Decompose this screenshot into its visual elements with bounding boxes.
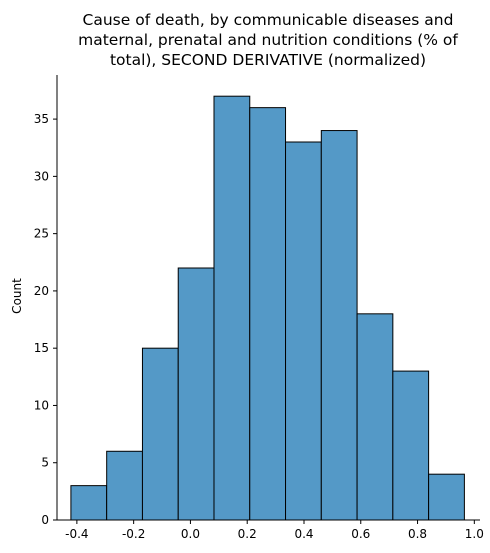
x-tick-label: 1.0 — [465, 527, 484, 541]
y-tick-label: 15 — [34, 341, 49, 355]
y-tick-label: 0 — [41, 513, 49, 527]
chart-title-line: total), SECOND DERIVATIVE (normalized) — [110, 51, 426, 69]
x-tick-label: 0.8 — [408, 527, 427, 541]
chart-title: Cause of death, by communicable diseases… — [78, 11, 458, 69]
y-tick-label: 25 — [34, 227, 49, 241]
x-tick-label: 0.2 — [238, 527, 257, 541]
y-tick-label: 5 — [41, 456, 49, 470]
x-tick-label: -0.4 — [65, 527, 88, 541]
y-tick-label: 35 — [34, 112, 49, 126]
chart-title-line: maternal, prenatal and nutrition conditi… — [78, 31, 458, 49]
x-tick-label: 0.6 — [351, 527, 370, 541]
histogram-bar — [392, 370, 430, 521]
histogram-bars — [70, 95, 465, 521]
chart-title-line: Cause of death, by communicable diseases… — [83, 11, 454, 29]
y-axis-label: Count — [10, 278, 24, 314]
x-tick-label: -0.2 — [122, 527, 145, 541]
histogram-bar — [249, 107, 287, 521]
histogram-bar — [356, 313, 394, 521]
y-tick-label: 30 — [34, 169, 49, 183]
histogram-bar — [177, 267, 215, 521]
histogram-bar — [320, 130, 358, 521]
axes — [56, 75, 480, 521]
x-tick-label: 0.0 — [181, 527, 200, 541]
histogram-bar — [285, 141, 322, 521]
histogram-bar — [141, 347, 179, 521]
histogram-bar — [70, 485, 108, 521]
x-tick-label: 0.4 — [294, 527, 313, 541]
histogram-bar — [213, 95, 251, 521]
y-axis-ticks: 0 5 10 15 20 25 30 35 — [34, 112, 57, 527]
histogram-bar — [428, 473, 465, 521]
x-axis-ticks: -0.4 -0.2 0.0 0.2 0.4 0.6 0.8 1.0 — [65, 520, 484, 541]
y-tick-label: 10 — [34, 398, 49, 412]
y-tick-label: 20 — [34, 284, 49, 298]
histogram-bar — [106, 450, 143, 521]
